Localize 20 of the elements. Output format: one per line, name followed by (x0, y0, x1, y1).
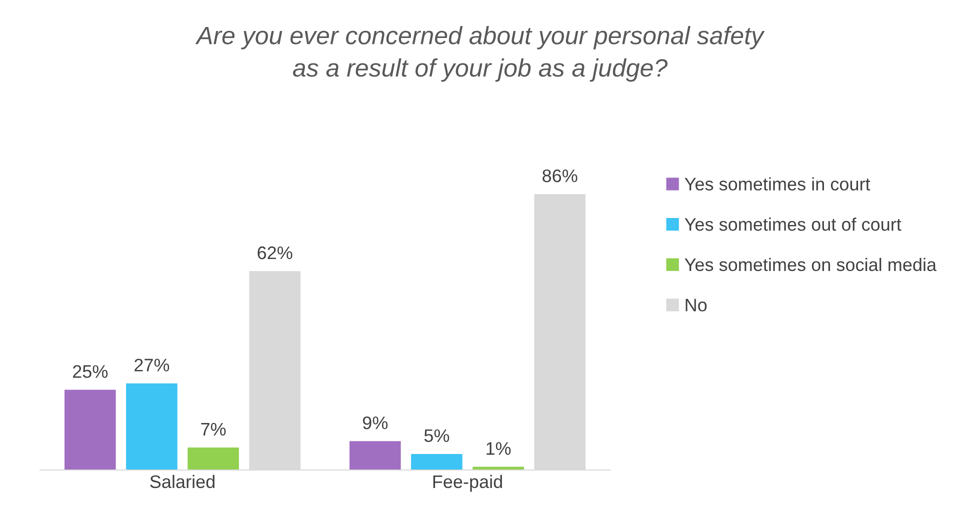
data-label: 86% (542, 169, 578, 182)
bar (411, 454, 462, 470)
data-label: 7% (201, 422, 226, 436)
x-tick-label: Fee-paid (433, 474, 502, 492)
x-tick-label: Salaried (150, 474, 214, 488)
legend-label: Yes sometimes out of court (684, 218, 902, 231)
legend-label: Yes sometimes in court (684, 177, 870, 191)
legend-label: No (686, 298, 707, 312)
bar (350, 441, 401, 470)
data-label: 5% (424, 429, 450, 442)
bar (188, 448, 239, 470)
chart-title: Are you ever concerned about your personal safety as a result of your job as a judge? (195, 26, 765, 82)
legend-label: Yes sometimes on social media (684, 258, 937, 272)
data-label: 25% (73, 365, 108, 378)
data-label: 1% (486, 442, 511, 455)
bar (126, 383, 178, 470)
data-label: 9% (362, 416, 388, 430)
data-label: 62% (258, 246, 292, 260)
data-label: 27% (134, 358, 170, 372)
bar (64, 390, 116, 470)
